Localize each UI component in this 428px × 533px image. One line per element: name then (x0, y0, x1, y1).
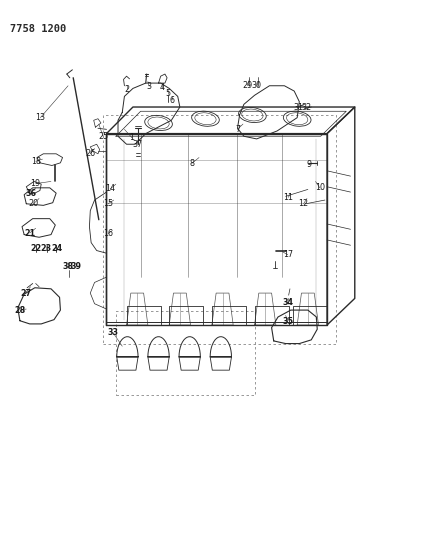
Text: 23: 23 (41, 245, 52, 254)
Text: 7758 1200: 7758 1200 (10, 23, 66, 34)
Text: 35: 35 (282, 317, 293, 326)
Text: 9: 9 (306, 160, 311, 169)
Text: 7: 7 (235, 125, 240, 134)
Text: 6: 6 (169, 95, 175, 104)
Text: 2: 2 (124, 85, 129, 94)
Text: 15: 15 (103, 199, 113, 208)
Text: 1: 1 (130, 133, 134, 142)
Text: 21: 21 (24, 229, 35, 238)
Text: 30: 30 (252, 81, 262, 90)
Text: 17: 17 (283, 251, 293, 260)
Text: 16: 16 (103, 229, 113, 238)
Text: 38: 38 (62, 262, 74, 271)
Text: 18: 18 (31, 157, 41, 166)
Text: 22: 22 (30, 245, 41, 254)
Text: 31: 31 (293, 102, 303, 111)
Text: 11: 11 (283, 193, 293, 202)
Text: 34: 34 (282, 298, 293, 307)
Text: 13: 13 (36, 113, 45, 122)
Text: 33: 33 (107, 328, 119, 337)
Text: 37: 37 (132, 140, 142, 149)
Text: 5: 5 (166, 89, 171, 98)
Bar (116, 311, 255, 395)
Text: 3: 3 (147, 82, 152, 91)
Text: 26: 26 (85, 149, 95, 158)
Text: 8: 8 (189, 159, 194, 168)
Text: 10: 10 (315, 183, 325, 192)
Text: 36: 36 (25, 189, 36, 198)
Text: 27: 27 (20, 288, 31, 297)
Text: 19: 19 (31, 179, 41, 188)
Text: 24: 24 (51, 245, 62, 254)
Text: 39: 39 (71, 262, 82, 271)
Text: 20: 20 (29, 199, 39, 208)
Text: 32: 32 (301, 102, 311, 111)
Bar (103, 115, 336, 344)
Text: 28: 28 (14, 305, 26, 314)
Text: 29: 29 (242, 81, 253, 90)
Text: 25: 25 (98, 132, 108, 141)
Text: 4: 4 (160, 83, 164, 92)
Text: 14: 14 (105, 184, 115, 193)
Text: 12: 12 (298, 199, 309, 208)
